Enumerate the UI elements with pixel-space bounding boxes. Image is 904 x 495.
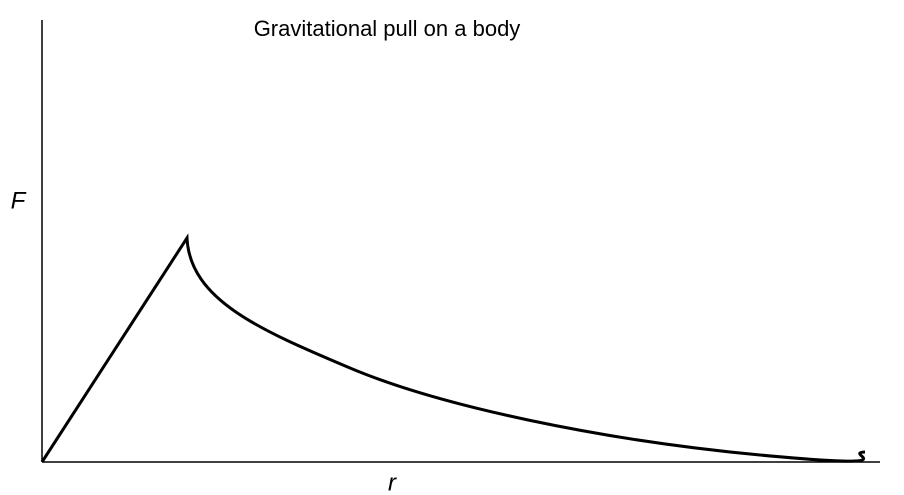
x-axis-label: r <box>388 469 397 495</box>
title: Gravitational pull on a body <box>254 16 521 41</box>
force-curve <box>40 233 866 463</box>
y-axis-label: F <box>11 187 27 214</box>
